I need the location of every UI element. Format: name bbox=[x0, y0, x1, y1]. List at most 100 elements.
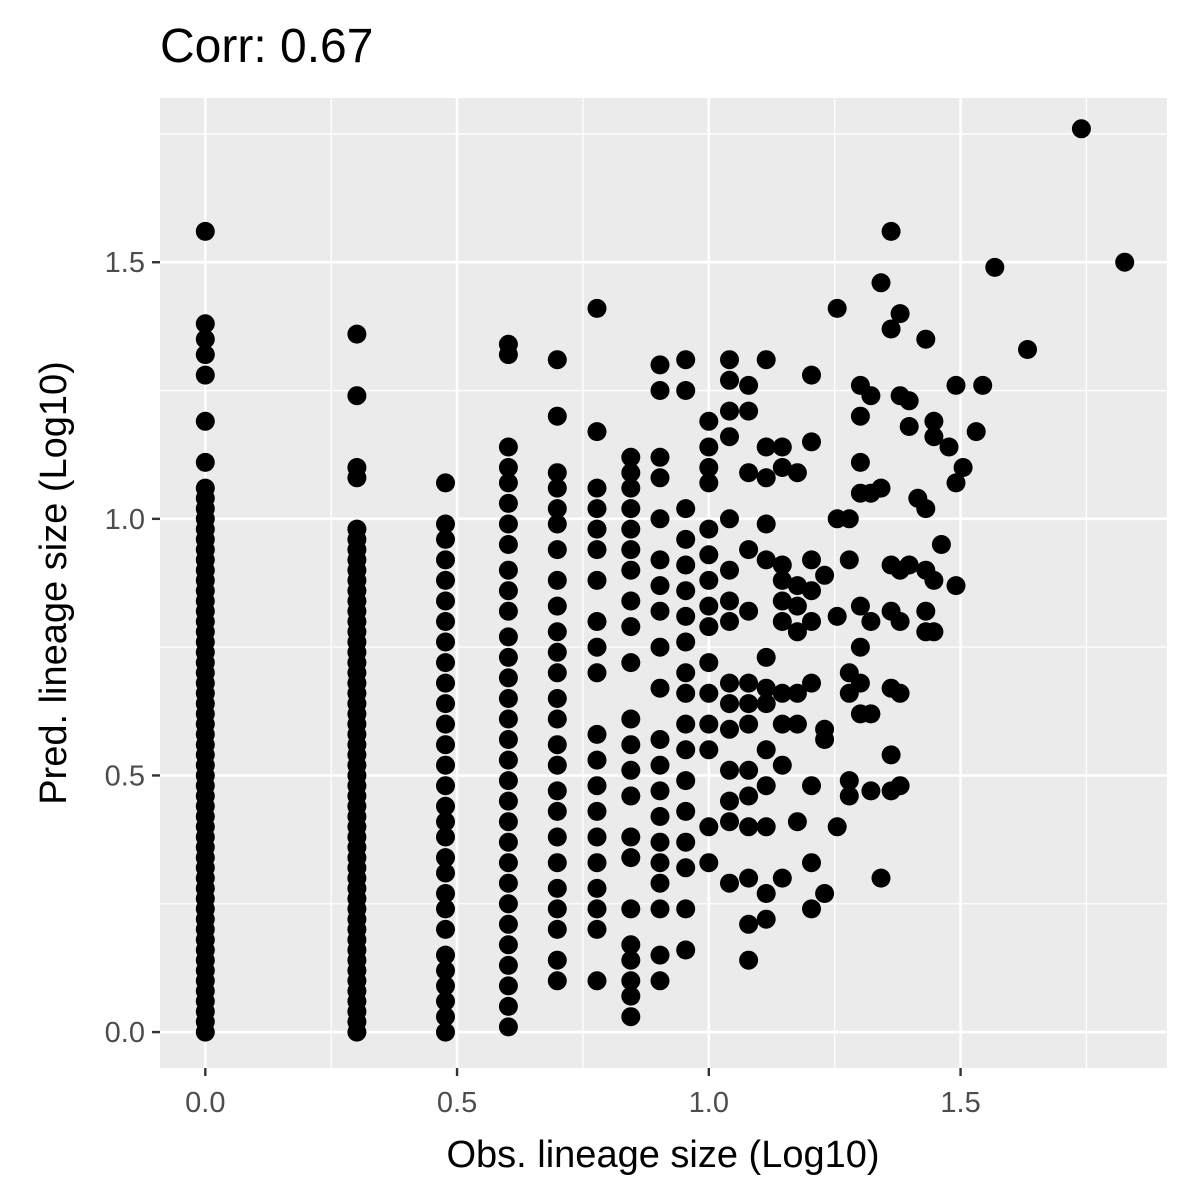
data-point bbox=[547, 642, 567, 662]
data-point bbox=[195, 478, 215, 498]
data-point bbox=[772, 612, 792, 631]
data-point bbox=[676, 606, 696, 626]
data-point bbox=[756, 468, 776, 488]
data-point bbox=[436, 976, 455, 996]
data-point bbox=[436, 653, 455, 673]
data-point bbox=[973, 375, 993, 395]
data-point bbox=[547, 899, 567, 919]
data-point bbox=[498, 560, 518, 580]
data-point bbox=[587, 612, 607, 631]
data-point bbox=[436, 632, 455, 652]
data-point bbox=[720, 873, 739, 893]
data-point bbox=[772, 458, 792, 477]
data-point bbox=[650, 873, 670, 893]
data-point bbox=[547, 781, 567, 801]
data-point bbox=[772, 570, 792, 590]
x-tick-label: 0.0 bbox=[185, 1087, 225, 1119]
data-point bbox=[587, 776, 607, 796]
data-point bbox=[756, 350, 776, 370]
data-point bbox=[498, 996, 518, 1016]
data-point bbox=[890, 304, 910, 324]
data-point bbox=[621, 653, 641, 673]
data-point bbox=[739, 375, 759, 395]
data-point bbox=[699, 683, 719, 703]
data-point bbox=[676, 683, 696, 703]
data-point bbox=[676, 940, 696, 960]
data-point bbox=[676, 499, 696, 519]
data-point bbox=[621, 1007, 641, 1027]
data-point bbox=[890, 683, 910, 703]
data-point bbox=[650, 637, 670, 657]
data-point bbox=[739, 786, 759, 806]
data-point bbox=[787, 596, 807, 616]
data-point bbox=[756, 909, 776, 929]
data-point bbox=[498, 581, 518, 601]
y-tick-label: 1.5 bbox=[105, 247, 145, 279]
data-point bbox=[587, 724, 607, 744]
data-point bbox=[676, 858, 696, 878]
data-point bbox=[436, 673, 455, 693]
data-point bbox=[772, 437, 792, 457]
data-point bbox=[899, 417, 919, 436]
data-point bbox=[985, 257, 1005, 277]
data-point bbox=[850, 452, 870, 472]
data-point bbox=[739, 540, 759, 560]
data-point bbox=[436, 991, 455, 1011]
data-point bbox=[498, 832, 518, 852]
data-point bbox=[650, 447, 670, 467]
data-point bbox=[547, 919, 567, 939]
data-point bbox=[881, 319, 901, 339]
data-point bbox=[924, 411, 944, 431]
data-point bbox=[587, 422, 607, 442]
data-point bbox=[195, 329, 215, 349]
data-point bbox=[621, 519, 641, 539]
data-point bbox=[195, 221, 215, 241]
data-point bbox=[587, 519, 607, 539]
data-point bbox=[720, 350, 739, 370]
data-point bbox=[587, 827, 607, 847]
data-point bbox=[739, 817, 759, 837]
data-point bbox=[195, 411, 215, 431]
x-tick-label: 0.5 bbox=[437, 1087, 477, 1119]
data-point bbox=[756, 776, 776, 796]
data-point bbox=[802, 550, 821, 570]
data-point bbox=[839, 550, 859, 570]
data-point bbox=[587, 499, 607, 519]
data-point bbox=[547, 406, 567, 426]
data-point bbox=[699, 437, 719, 457]
y-tick-label: 1.0 bbox=[105, 504, 145, 536]
data-point bbox=[861, 704, 881, 724]
data-point bbox=[650, 832, 670, 852]
data-point bbox=[621, 786, 641, 806]
data-point bbox=[621, 709, 641, 729]
data-point bbox=[720, 509, 739, 529]
data-point bbox=[871, 273, 891, 293]
data-point bbox=[650, 730, 670, 749]
data-point bbox=[547, 971, 567, 991]
data-point bbox=[498, 853, 518, 873]
data-point bbox=[676, 581, 696, 601]
data-point bbox=[650, 678, 670, 698]
data-point bbox=[621, 499, 641, 519]
data-point bbox=[676, 714, 696, 734]
data-point bbox=[720, 401, 739, 421]
data-point bbox=[436, 529, 455, 549]
data-point bbox=[676, 832, 696, 852]
data-point bbox=[195, 345, 215, 365]
data-point bbox=[699, 817, 719, 837]
data-point bbox=[861, 781, 881, 801]
data-point bbox=[436, 591, 455, 611]
data-point bbox=[756, 884, 776, 903]
data-point bbox=[650, 945, 670, 965]
data-point bbox=[787, 714, 807, 734]
data-point bbox=[739, 601, 759, 621]
data-point bbox=[739, 673, 759, 693]
data-point bbox=[787, 622, 807, 642]
data-point bbox=[436, 919, 455, 939]
data-point bbox=[498, 873, 518, 893]
data-point bbox=[650, 781, 670, 801]
data-point bbox=[802, 581, 821, 601]
data-point bbox=[850, 406, 870, 426]
data-point bbox=[587, 570, 607, 590]
